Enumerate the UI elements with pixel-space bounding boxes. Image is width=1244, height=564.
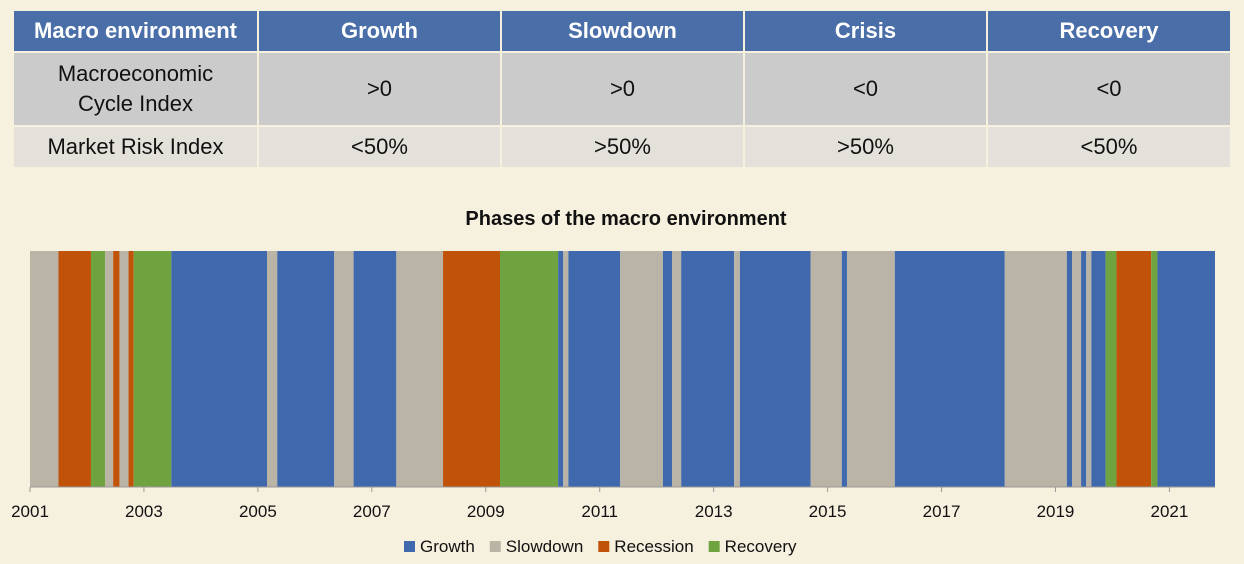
table-cell: <50%	[257, 125, 501, 167]
x-tick-label: 2015	[809, 502, 847, 521]
phase-segment-slowdown	[1072, 251, 1082, 487]
table-cell: >50%	[743, 125, 987, 167]
phase-segment-slowdown	[672, 251, 682, 487]
x-tick-label: 2003	[125, 502, 163, 521]
phase-segment-slowdown	[734, 251, 740, 487]
legend-swatch-recession	[598, 541, 610, 552]
table-cell: >50%	[500, 125, 744, 167]
phase-segment-growth	[841, 251, 847, 487]
phase-segment-recession	[113, 251, 120, 487]
table-row: Macroeconomic Cycle Index >0 >0 <0 <0	[14, 51, 1230, 126]
phase-definition-table: Macro environment Growth Slowdown Crisis…	[14, 11, 1230, 167]
phase-segment-recession	[1116, 251, 1152, 487]
phase-segment-growth	[558, 251, 564, 487]
header-growth: Growth	[257, 11, 501, 52]
phase-segment-recovery	[500, 251, 559, 487]
phase-segment-slowdown	[1004, 251, 1067, 487]
x-tick-label: 2019	[1037, 502, 1075, 521]
legend-swatch-growth	[404, 541, 415, 552]
x-tick-label: 2005	[239, 502, 277, 521]
table-cell: <0	[986, 51, 1230, 126]
legend-label-slowdown: Slowdown	[506, 537, 584, 556]
x-tick-label: 2013	[695, 502, 733, 521]
phase-segment-growth	[568, 251, 621, 487]
chart-legend: Growth Slowdown Recession Recovery	[404, 537, 797, 556]
x-tick-label: 2021	[1151, 502, 1189, 521]
header-crisis: Crisis	[743, 11, 987, 52]
phase-segment-recovery	[1151, 251, 1158, 487]
phase-segment-slowdown	[620, 251, 663, 487]
phase-segment-recession	[128, 251, 134, 487]
x-tick-label: 2011	[581, 502, 618, 521]
phase-segment-growth	[1081, 251, 1087, 487]
phase-segment-recovery	[90, 251, 106, 487]
phase-segment-recovery	[133, 251, 172, 487]
x-tick-label: 2001	[11, 502, 49, 521]
table-cell: >0	[257, 51, 501, 126]
phase-segment-slowdown	[810, 251, 842, 487]
phase-segment-slowdown	[30, 251, 59, 487]
phase-segment-growth	[353, 251, 397, 487]
phase-segment-slowdown	[396, 251, 444, 487]
phase-segment-growth	[1091, 251, 1106, 487]
phase-segment-slowdown	[1086, 251, 1092, 487]
chart-title: Phases of the macro environment	[465, 208, 787, 230]
phase-segment-slowdown	[267, 251, 278, 487]
legend-label-recovery: Recovery	[725, 537, 797, 556]
phase-segment-recovery	[1105, 251, 1117, 487]
row-label-cell: Macroeconomic Cycle Index	[14, 51, 258, 126]
table-cell: <50%	[986, 125, 1230, 167]
header-recovery: Recovery	[986, 11, 1230, 52]
phase-segment-growth	[171, 251, 267, 487]
row-label: Market Risk Index	[14, 125, 258, 167]
header-slowdown: Slowdown	[500, 11, 744, 52]
phase-segment-growth	[894, 251, 1005, 487]
table-header-row: Macro environment Growth Slowdown Crisis…	[14, 11, 1230, 52]
phase-segment-slowdown	[119, 251, 129, 487]
phases-chart: Phases of the macro environment 2001 2003…	[11, 208, 1215, 556]
phase-segment-growth	[662, 251, 673, 487]
legend-label-recession: Recession	[614, 537, 693, 556]
row-label: Macroeconomic Cycle Index	[57, 61, 214, 116]
x-tick-label: 2009	[467, 502, 505, 521]
phase-segment-recession	[443, 251, 501, 487]
legend-swatch-recovery	[708, 541, 720, 552]
x-tick-label: 2017	[923, 502, 961, 521]
phase-segment-growth	[1066, 251, 1073, 487]
legend-swatch-slowdown	[489, 541, 501, 552]
table-cell: <0	[743, 51, 987, 126]
x-tick-label: 2007	[353, 502, 391, 521]
phase-segment-slowdown	[105, 251, 114, 487]
phase-segment-growth	[739, 251, 811, 487]
x-axis: 2001 2003 2005 2007 2009 2011 2013 2015 2017 2019…	[11, 486, 1215, 521]
phase-segment-recession	[58, 251, 91, 487]
phase-segment-slowdown	[563, 251, 569, 487]
phase-bars	[30, 251, 1215, 487]
legend-label-growth: Growth	[420, 537, 475, 556]
table-cell: >0	[500, 51, 744, 126]
table-row: Market Risk Index <50% >50% >50% <50%	[14, 125, 1230, 167]
phase-segment-growth	[1157, 251, 1215, 487]
header-macro-environment: Macro environment	[14, 11, 258, 52]
phase-segment-slowdown	[334, 251, 354, 487]
phase-segment-growth	[277, 251, 335, 487]
phase-segment-growth	[681, 251, 735, 487]
phase-segment-slowdown	[846, 251, 895, 487]
